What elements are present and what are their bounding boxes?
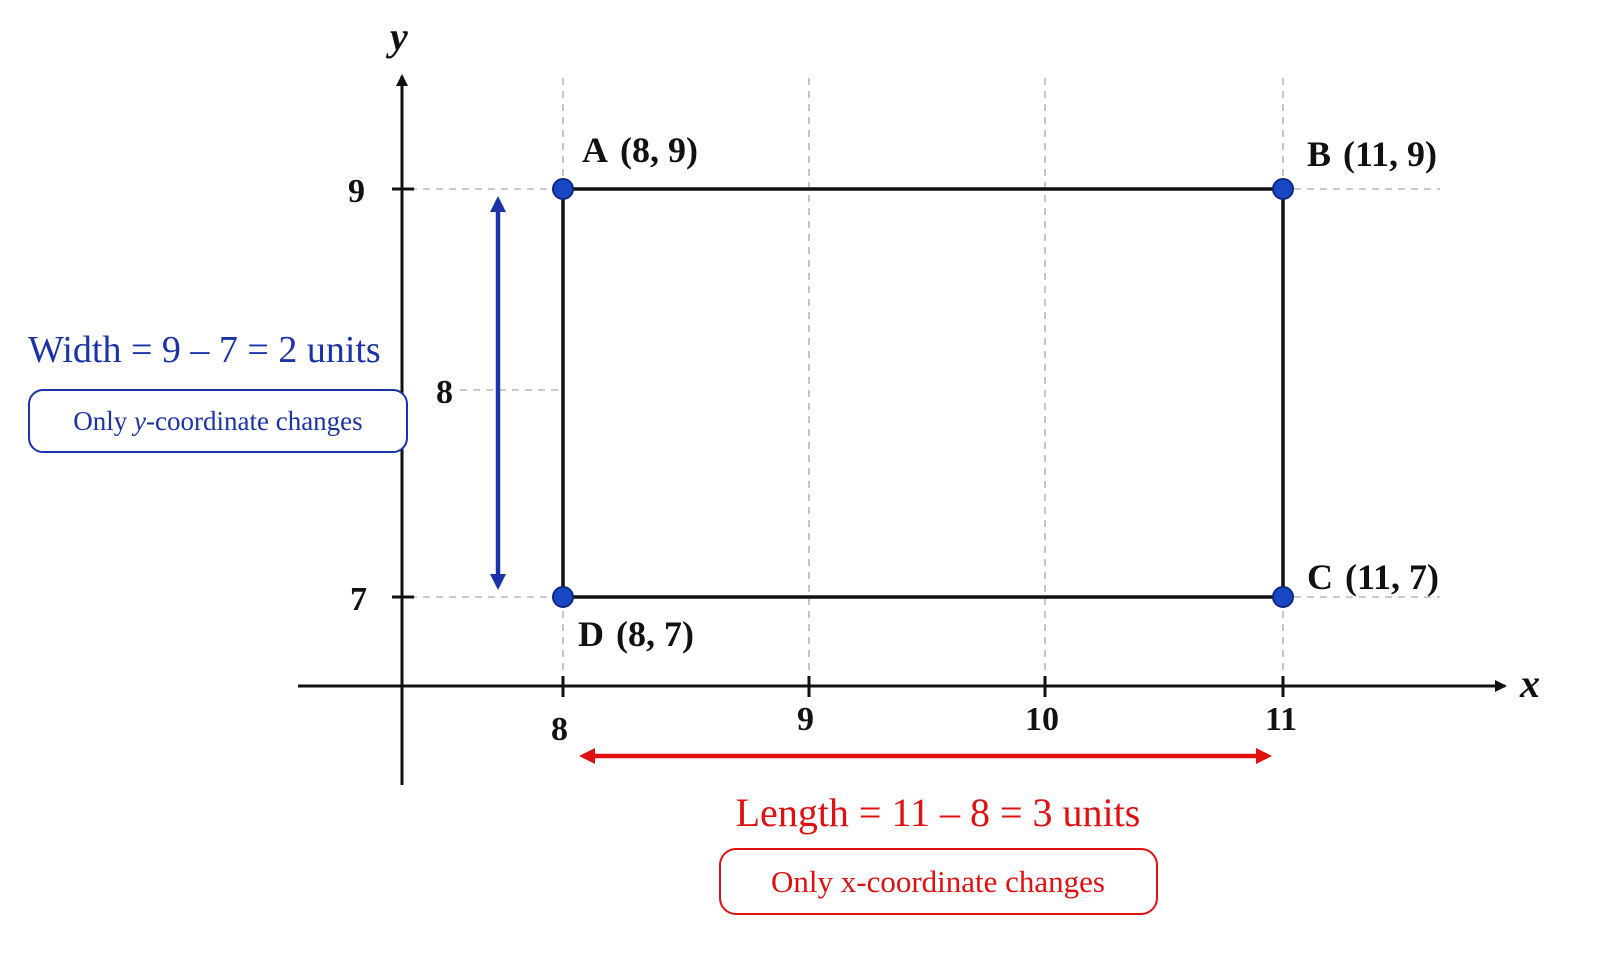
length-note: Only x-coordinate changes [771, 864, 1105, 899]
label-d: D (8, 7) [578, 614, 694, 654]
label-a-letter: A [582, 130, 608, 170]
x-tick-label-9: 9 [797, 701, 814, 738]
width-note-prefix: Only [73, 406, 134, 436]
x-tick-label-10: 10 [1025, 701, 1059, 738]
y-tick-label-7: 7 [350, 581, 367, 618]
label-c-letter: C [1307, 557, 1333, 597]
y-axis-name: y [386, 14, 408, 59]
width-equation: Width = 9 – 7 = 2 units [28, 329, 381, 371]
label-d-letter: D [578, 614, 604, 654]
vertices [552, 178, 1294, 608]
width-note-suffix: -coordinate changes [146, 406, 363, 436]
label-d-coords: (8, 7) [616, 614, 694, 654]
label-a-coords: (8, 9) [620, 130, 698, 170]
point-b [1272, 178, 1294, 200]
point-d [552, 586, 574, 608]
label-b-letter: B [1307, 134, 1331, 174]
x-tick-label-8: 8 [551, 711, 568, 748]
tick-marks [392, 187, 1285, 697]
width-note-box [28, 389, 408, 453]
y-tick-label-8: 8 [436, 374, 453, 411]
point-a [552, 178, 574, 200]
width-note-italic: y [131, 406, 146, 436]
point-c [1272, 586, 1294, 608]
x-axis-name: x [1519, 661, 1540, 706]
label-c: C (11, 7) [1307, 557, 1439, 597]
x-tick-label-11: 11 [1265, 701, 1297, 738]
label-c-coords: (11, 7) [1345, 557, 1439, 597]
label-b-coords: (11, 9) [1343, 134, 1437, 174]
rectangle-abcd [561, 187, 1285, 599]
y-tick-label-9: 9 [348, 173, 365, 210]
label-a: A (8, 9) [582, 130, 698, 170]
length-equation: Length = 11 – 8 = 3 units [736, 790, 1141, 835]
width-note: Only y-coordinate changes [73, 406, 362, 436]
length-note-box [719, 848, 1158, 915]
label-b: B (11, 9) [1307, 134, 1437, 174]
